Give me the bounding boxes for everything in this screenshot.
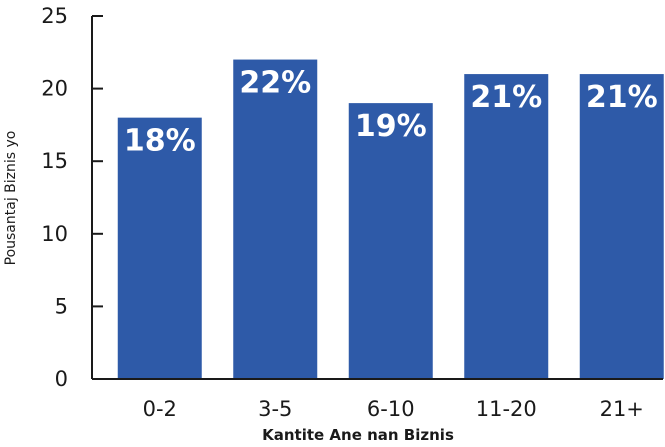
x-axis-ticks: 0-2 3-5 6-10 11-20 21+: [143, 397, 644, 421]
data-label-3-5: 22%: [239, 66, 311, 101]
data-label-21+: 21%: [586, 80, 658, 115]
y-tick-label: 15: [41, 149, 68, 173]
y-tick-label: 5: [55, 294, 68, 318]
bar-0-2: [117, 117, 202, 379]
y-tick-label: 10: [41, 222, 68, 246]
data-label-0-2: 18%: [124, 124, 196, 159]
x-tick-label-21+: 21+: [600, 397, 644, 421]
x-tick-label-0-2: 0-2: [143, 397, 177, 421]
data-label-11-20: 21%: [470, 80, 542, 115]
x-tick-label-3-5: 3-5: [258, 397, 292, 421]
y-axis-title: Pousantaj Biznis yo: [3, 131, 19, 266]
bar-3-5: [233, 59, 318, 380]
data-label-6-10: 19%: [355, 109, 427, 144]
y-axis-ticks: 0 5 10 15 20 25: [41, 4, 103, 391]
bar-6-10: [348, 103, 433, 380]
y-tick-label: 25: [41, 4, 68, 28]
x-tick-label-11-20: 11-20: [476, 397, 537, 421]
bar-21+: [579, 74, 664, 379]
bar-11-20: [464, 74, 549, 379]
bars-group: [117, 59, 664, 380]
x-tick-label-6-10: 6-10: [367, 397, 415, 421]
y-tick-label: 20: [41, 77, 68, 101]
y-tick-label: 0: [55, 367, 68, 391]
data-labels-group: 18% 22% 19% 21% 21%: [124, 66, 658, 159]
x-axis-title: Kantite Ane nan Biznis: [262, 426, 454, 444]
